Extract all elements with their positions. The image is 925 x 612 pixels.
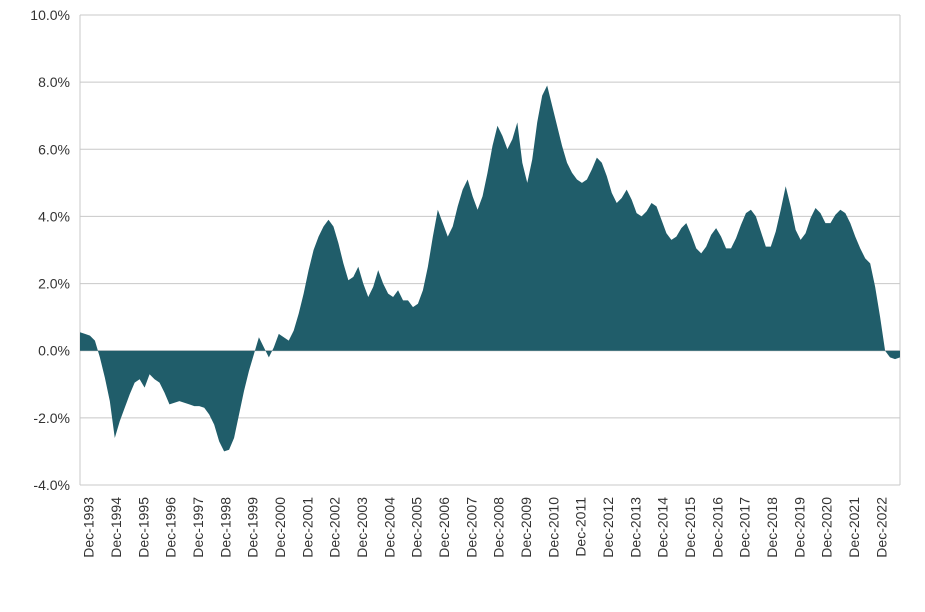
area-series [80, 86, 900, 452]
x-tick-label: Dec-2005 [409, 497, 425, 558]
y-tick-label: -2.0% [33, 410, 70, 426]
x-tick-label: Dec-2015 [682, 497, 698, 558]
y-tick-label: 2.0% [38, 276, 70, 292]
x-tick-label: Dec-1995 [135, 497, 151, 558]
y-tick-label: 8.0% [38, 74, 70, 90]
x-tick-label: Dec-1994 [108, 497, 124, 558]
x-tick-label: Dec-1999 [245, 497, 261, 558]
x-tick-label: Dec-2016 [709, 497, 725, 558]
x-tick-label: Dec-2003 [354, 497, 370, 558]
x-tick-label: Dec-2007 [463, 497, 479, 558]
y-tick-label: 6.0% [38, 141, 70, 157]
x-tick-label: Dec-2014 [655, 497, 671, 558]
x-tick-label: Dec-2011 [573, 497, 589, 557]
x-tick-label: Dec-2022 [873, 497, 889, 558]
chart-svg: -4.0% -2.0% 0.0% 2.0% 4.0% 6.0% 8.0% 10.0% Dec-1… [0, 0, 925, 612]
x-tick-label: Dec-1997 [190, 497, 206, 558]
x-tick-label: Dec-2012 [600, 497, 616, 558]
y-tick-label: 10.0% [30, 7, 70, 23]
x-tick-label: Dec-2001 [299, 497, 315, 558]
y-tick-label: 0.0% [38, 343, 70, 359]
area-chart: -4.0% -2.0% 0.0% 2.0% 4.0% 6.0% 8.0% 10.0% Dec-1… [0, 0, 925, 612]
x-tick-label: Dec-2002 [327, 497, 343, 558]
x-tick-label: Dec-2018 [764, 497, 780, 558]
x-tick-label: Dec-2008 [491, 497, 507, 558]
y-tick-label: 4.0% [38, 208, 70, 224]
x-tick-label: Dec-2017 [737, 497, 753, 558]
x-tick-label: Dec-1993 [81, 497, 97, 558]
x-tick-label: Dec-1998 [217, 497, 233, 558]
x-tick-label: Dec-1996 [163, 497, 179, 558]
x-tick-label: Dec-2000 [272, 497, 288, 558]
x-tick-label: Dec-2020 [819, 497, 835, 558]
x-tick-label: Dec-2009 [518, 497, 534, 558]
x-tick-label: Dec-2010 [545, 497, 561, 558]
x-tick-label: Dec-2013 [627, 497, 643, 558]
x-tick-label: Dec-2006 [436, 497, 452, 558]
y-tick-label: -4.0% [33, 477, 70, 493]
x-tick-label: Dec-2004 [381, 497, 397, 558]
x-tick-label: Dec-2021 [846, 497, 862, 558]
x-tick-label: Dec-2019 [791, 497, 807, 558]
